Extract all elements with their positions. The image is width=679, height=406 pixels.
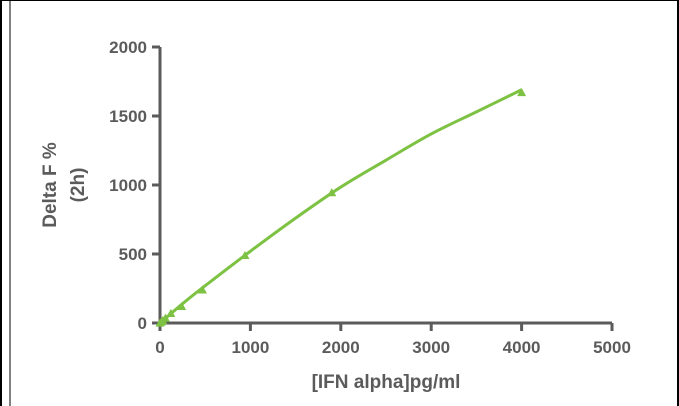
data-point <box>177 301 187 311</box>
y-tick-label: 0 <box>138 314 147 333</box>
x-axis-title: [IFN alpha]pg/ml <box>312 372 461 393</box>
data-point <box>517 88 527 97</box>
data-points-layer <box>155 88 527 327</box>
y-ticks: 0 500 1000 1500 2000 <box>109 38 160 333</box>
y-axis-title-line-1: Delta F % <box>40 142 61 228</box>
x-tick-label: 3000 <box>412 338 450 357</box>
y-tick-label: 1000 <box>109 176 147 195</box>
x-tick-label: 4000 <box>503 338 541 357</box>
data-point <box>166 308 176 317</box>
x-tick-label: 0 <box>155 338 164 357</box>
y-tick-label: 2000 <box>109 38 147 57</box>
data-point <box>197 285 207 294</box>
x-tick-label: 5000 <box>593 338 631 357</box>
x-tick-label: 1000 <box>231 338 269 357</box>
y-axis-title: Delta F % (2h) <box>40 142 89 228</box>
y-tick-label: 500 <box>119 245 147 264</box>
y-tick-label: 1500 <box>109 107 147 126</box>
data-point <box>327 188 337 197</box>
fit-curve-layer <box>159 88 523 325</box>
data-point <box>240 250 250 259</box>
fit-curve-line <box>159 88 523 325</box>
x-tick-label: 2000 <box>322 338 360 357</box>
y-axis-title-line-2: (2h) <box>68 168 89 203</box>
data-point <box>160 313 170 322</box>
x-ticks: 0 1000 2000 3000 4000 5000 <box>155 323 631 357</box>
axes <box>158 47 612 325</box>
